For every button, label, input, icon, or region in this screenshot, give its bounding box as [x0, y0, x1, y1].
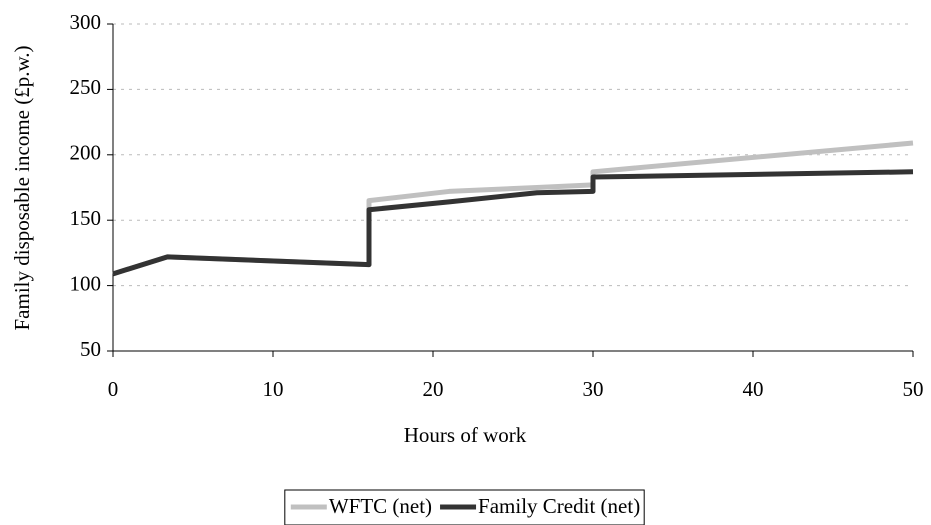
- y-tick-label: 100: [70, 271, 102, 295]
- y-tick-label: 250: [70, 75, 102, 99]
- y-tick-label: 200: [70, 141, 102, 165]
- y-tick-label: 50: [80, 337, 101, 361]
- y-tick-label: 300: [70, 10, 102, 34]
- x-tick-label: 50: [903, 377, 924, 401]
- x-tick-label: 0: [108, 377, 119, 401]
- x-axis-title: Hours of work: [404, 423, 527, 447]
- y-tick-label: 150: [70, 206, 102, 230]
- line: [112, 169, 914, 277]
- x-tick-label: 40: [743, 377, 764, 401]
- x-tick-label: 20: [423, 377, 444, 401]
- x-tick-label: 30: [583, 377, 604, 401]
- legend-label: WFTC (net): [329, 494, 432, 518]
- x-tick-label: 10: [263, 377, 284, 401]
- legend-label: Family Credit (net): [478, 494, 640, 518]
- line: [112, 140, 914, 277]
- y-axis-title: Family disposable income (£p.w.): [10, 45, 34, 330]
